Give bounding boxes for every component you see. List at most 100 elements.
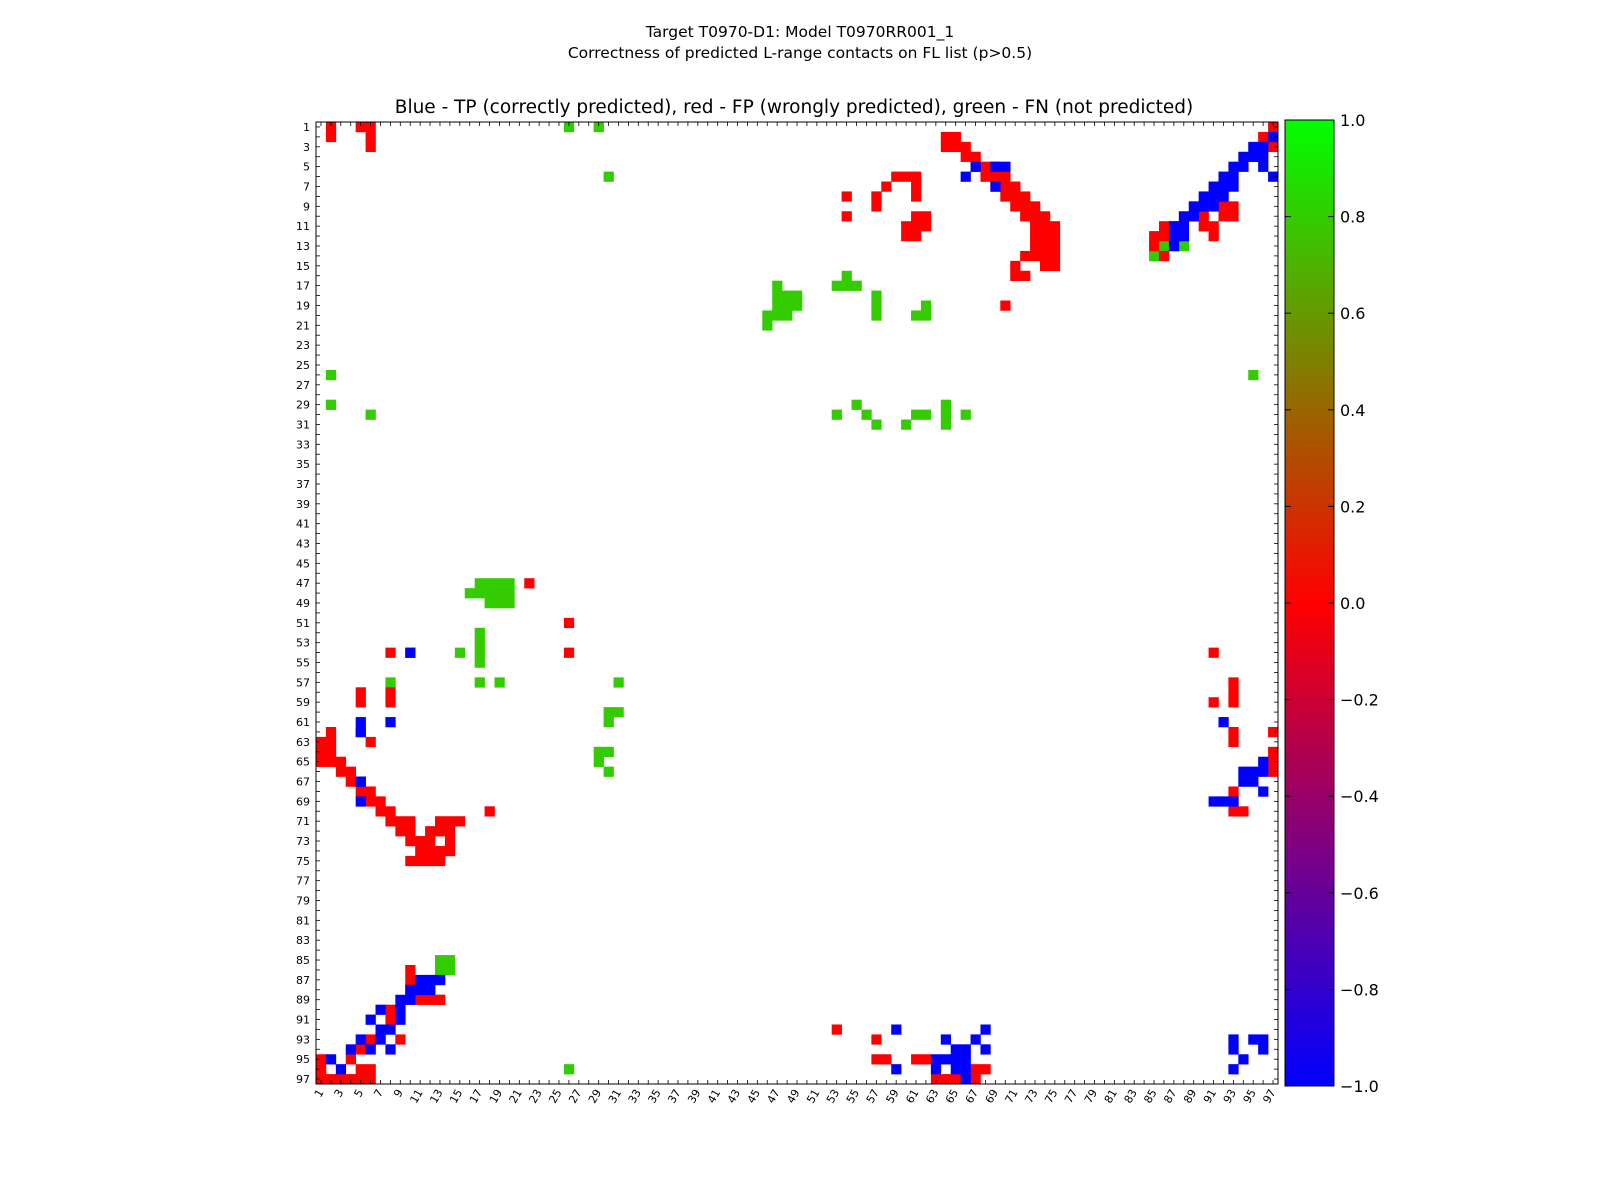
- cell-fp: [1020, 201, 1031, 212]
- y-tick-label: 91: [296, 1014, 310, 1027]
- cell-tp: [960, 1044, 971, 1055]
- x-tick-label: 55: [844, 1087, 862, 1106]
- cell-fn: [444, 955, 456, 966]
- cell-fp: [1228, 806, 1239, 817]
- cell-fp: [950, 1074, 961, 1085]
- colorbar-tick-label: −0.8: [1340, 980, 1379, 999]
- cell-fp: [911, 1054, 922, 1065]
- cell-fp: [415, 855, 426, 867]
- cell-tp: [425, 984, 436, 996]
- cell-fp: [911, 231, 922, 242]
- cell-fn: [772, 310, 783, 321]
- cell-fn: [782, 300, 793, 311]
- cell-fp: [325, 756, 337, 767]
- cell-fp: [1010, 181, 1021, 192]
- cell-fp: [920, 1054, 932, 1065]
- cell-fp: [1208, 697, 1219, 708]
- cell-fp: [990, 171, 1001, 182]
- x-tick-label: 15: [447, 1087, 465, 1106]
- x-tick-label: 5: [351, 1087, 366, 1100]
- cell-tp: [375, 1004, 386, 1015]
- cell-fp: [1000, 171, 1011, 182]
- cell-fn: [603, 707, 614, 718]
- cell-tp: [1258, 1044, 1269, 1055]
- cell-fp: [435, 826, 446, 837]
- y-tick-label: 1: [303, 121, 310, 134]
- cell-fn: [920, 409, 932, 420]
- y-tick-label: 63: [296, 736, 310, 749]
- y-tick-label: 41: [296, 518, 310, 531]
- cell-tp: [415, 974, 426, 986]
- cell-fn: [1178, 241, 1190, 252]
- cell-fp: [444, 826, 456, 837]
- cell-fp: [881, 1054, 892, 1065]
- cell-fp: [425, 845, 436, 857]
- cell-fp: [1020, 211, 1031, 222]
- cell-fp: [365, 1074, 376, 1085]
- cell-fn: [593, 756, 604, 767]
- cell-fp: [1198, 221, 1209, 232]
- cell-fp: [1049, 221, 1061, 232]
- cell-fp: [425, 855, 436, 867]
- cell-fp: [365, 786, 376, 797]
- cell-fp: [345, 776, 356, 787]
- cell-fp: [1039, 231, 1051, 242]
- y-tick-label: 35: [296, 458, 310, 471]
- y-tick-label: 93: [296, 1033, 310, 1046]
- cell-fp: [375, 806, 386, 817]
- cell-fn: [454, 647, 466, 658]
- colorbar-tick-label: 0.0: [1340, 594, 1365, 613]
- cell-fn: [841, 270, 852, 281]
- x-tick-label: 81: [1102, 1087, 1120, 1106]
- cell-fp: [405, 826, 416, 837]
- cell-fp: [970, 1064, 981, 1075]
- cell-fp: [1228, 201, 1239, 212]
- cell-tp: [1228, 1044, 1239, 1055]
- cell-tp: [960, 171, 971, 182]
- cell-fn: [871, 290, 882, 301]
- cell-fp: [950, 141, 961, 153]
- cell-fn: [920, 310, 932, 321]
- cell-fp: [841, 191, 852, 202]
- x-tick-label: 95: [1241, 1087, 1259, 1106]
- cell-tp: [950, 1064, 961, 1075]
- cell-fp: [1010, 191, 1021, 202]
- cell-fp: [980, 161, 991, 172]
- cell-fp: [1030, 221, 1041, 232]
- cell-fp: [1039, 241, 1051, 252]
- x-tick-label: 93: [1221, 1087, 1239, 1106]
- cell-fp: [1258, 131, 1269, 143]
- cell-tp: [1238, 1054, 1249, 1065]
- cell-fp: [911, 181, 922, 192]
- cell-fp: [1228, 677, 1239, 688]
- x-tick-label: 21: [507, 1087, 525, 1106]
- cell-fp: [355, 1074, 366, 1085]
- colorbar-tick-label: −1.0: [1340, 1077, 1379, 1096]
- cell-fp: [841, 211, 852, 222]
- x-tick-label: 97: [1260, 1087, 1278, 1106]
- cell-tp: [335, 1064, 347, 1075]
- cell-fp: [1268, 726, 1279, 738]
- cell-fp: [395, 1034, 406, 1045]
- cell-fp: [385, 1014, 396, 1025]
- cell-fp: [1049, 231, 1061, 242]
- cell-fp: [425, 826, 436, 837]
- cell-fn: [901, 419, 912, 430]
- x-tick-label: 17: [467, 1087, 485, 1106]
- cell-fp: [1228, 211, 1239, 222]
- cell-fp: [365, 1064, 376, 1075]
- cell-tp: [960, 1064, 971, 1075]
- cell-fn: [593, 746, 604, 758]
- cell-fp: [1020, 270, 1031, 281]
- y-tick-label: 69: [296, 795, 310, 808]
- x-tick-label: 47: [765, 1087, 783, 1106]
- y-tick-label: 95: [296, 1053, 310, 1066]
- cell-fn: [484, 588, 495, 599]
- cell-fp: [316, 1054, 327, 1065]
- cell-fp: [1208, 221, 1219, 232]
- cell-fp: [911, 221, 922, 232]
- x-tick-label: 11: [407, 1087, 425, 1106]
- cell-fp: [920, 211, 932, 222]
- cell-tp: [1208, 181, 1219, 192]
